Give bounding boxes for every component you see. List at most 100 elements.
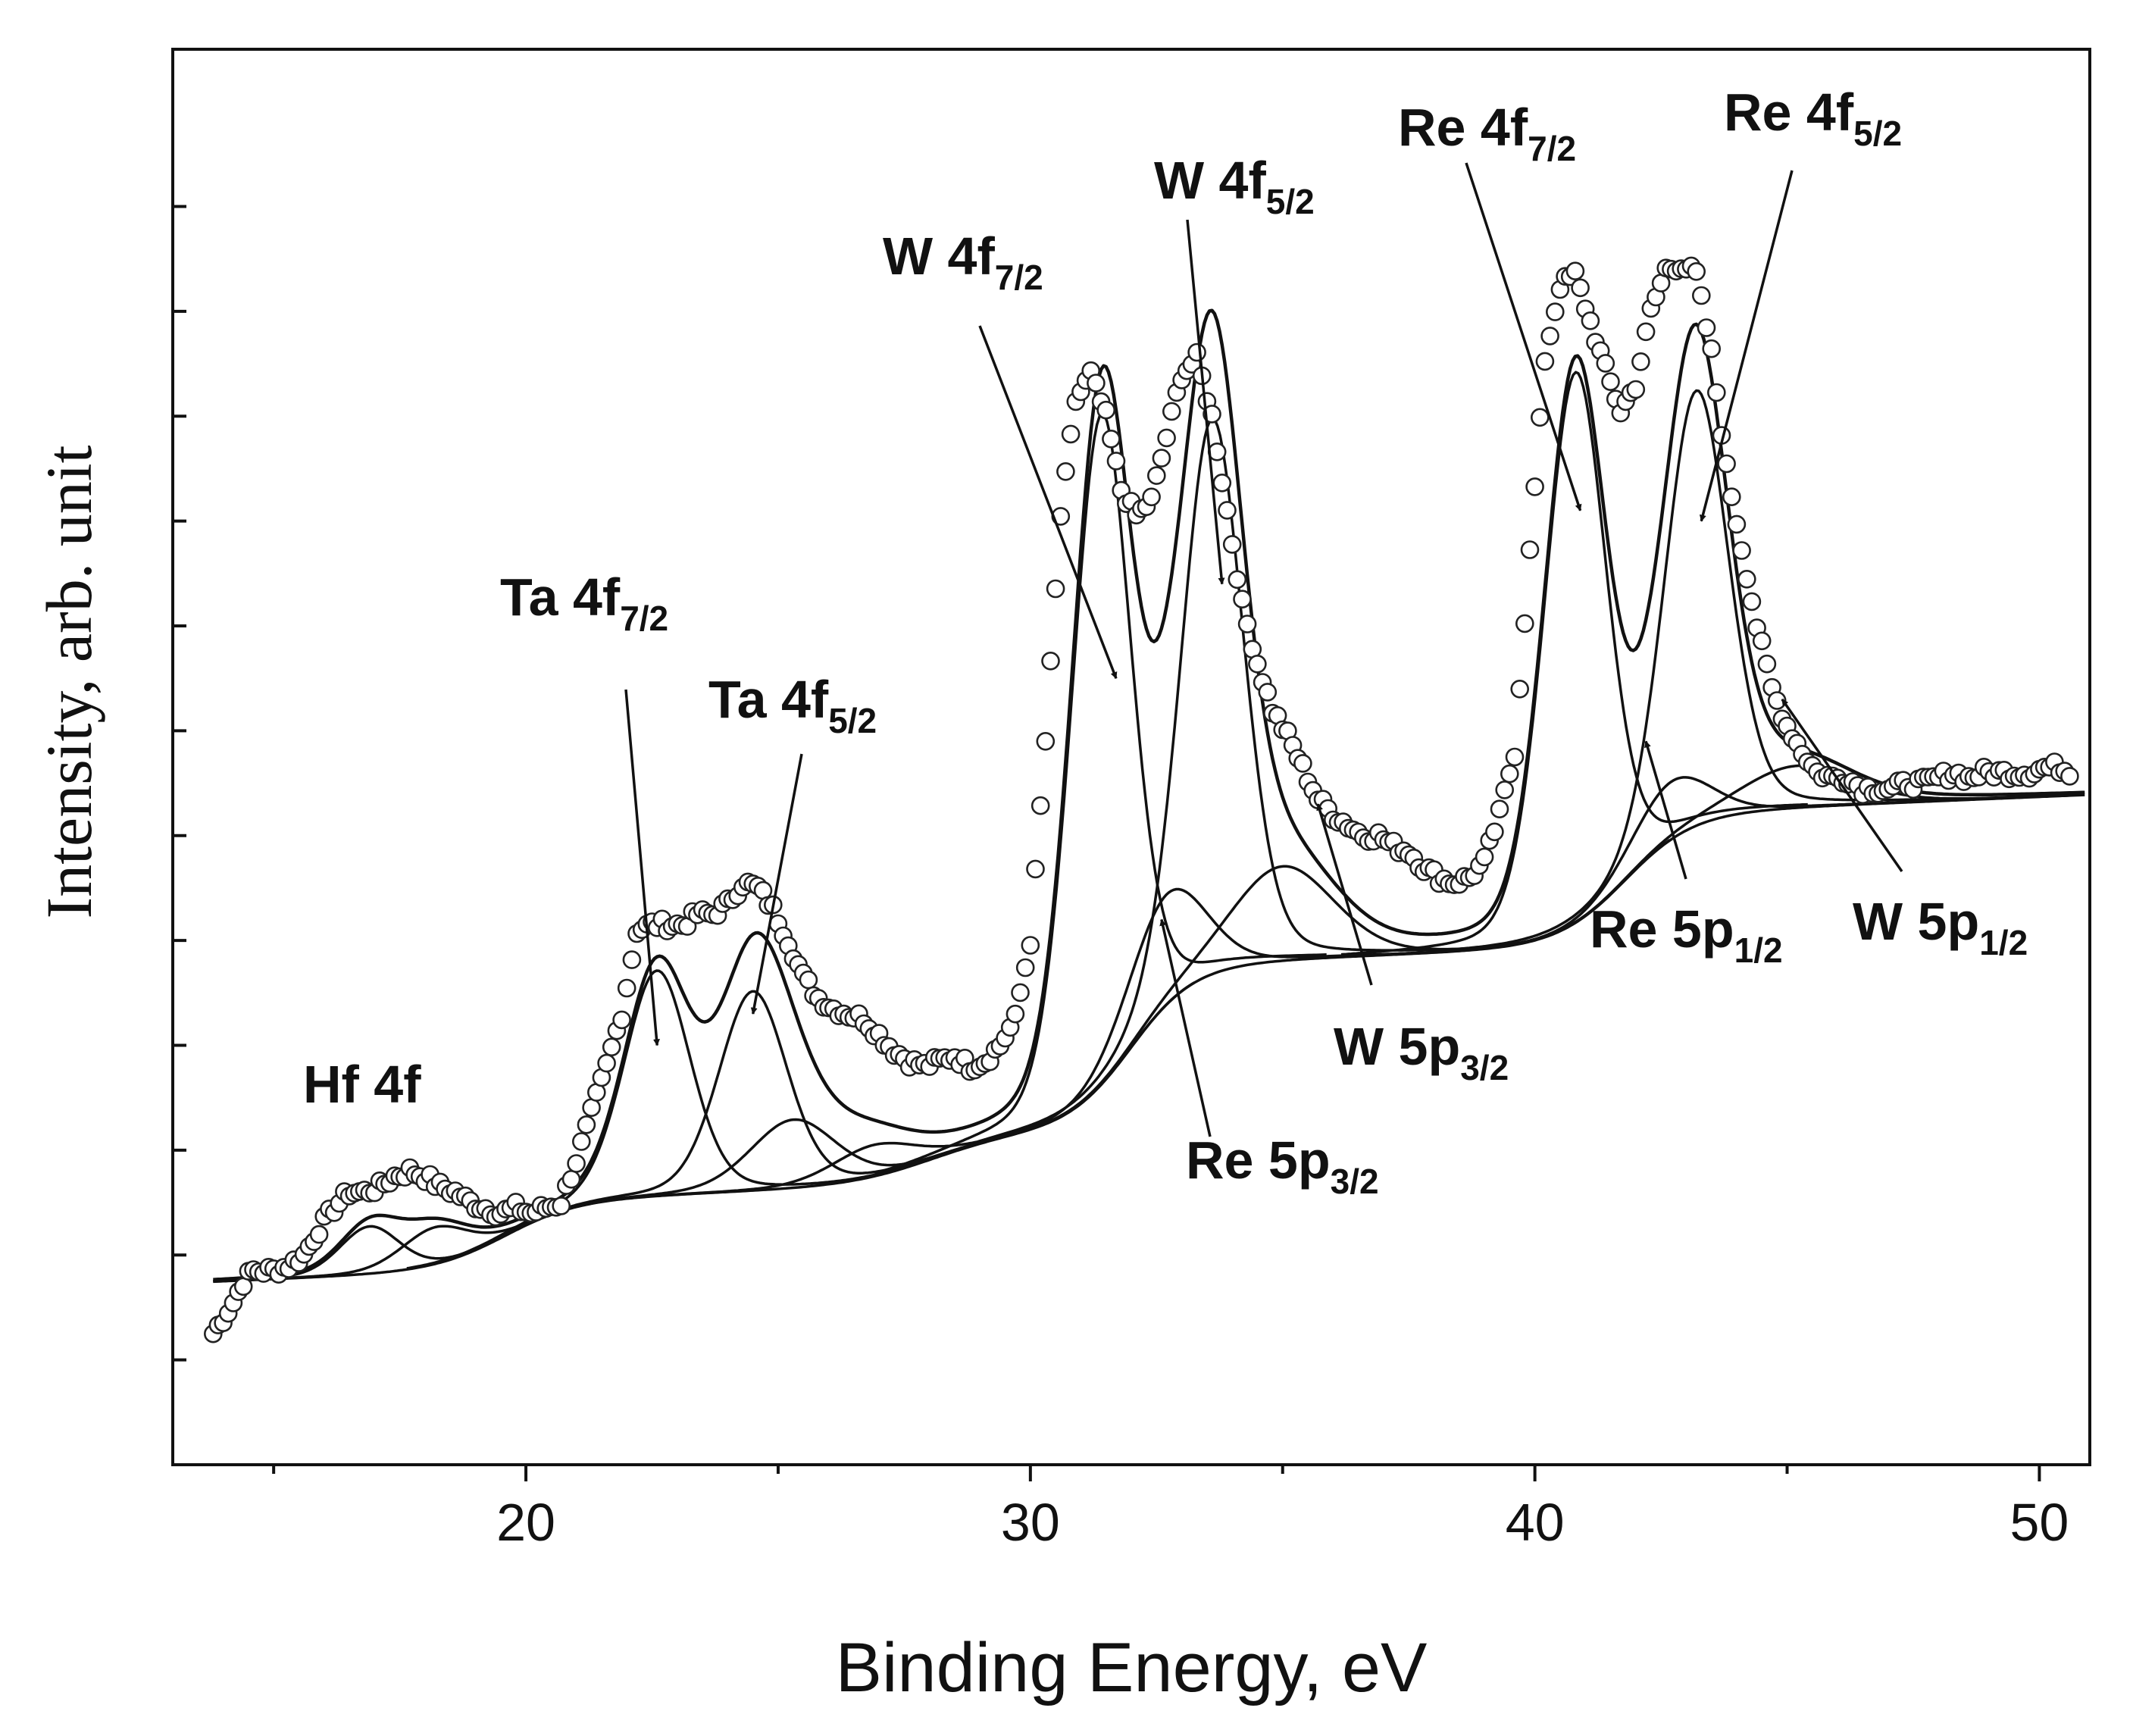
data-point bbox=[1510, 679, 1529, 699]
data-point bbox=[309, 1225, 329, 1244]
y-axis-ticks bbox=[173, 205, 186, 1362]
annotation-arrows bbox=[624, 162, 1903, 1137]
data-point bbox=[1212, 473, 1232, 493]
data-point bbox=[1061, 424, 1081, 444]
data-point bbox=[1727, 515, 1747, 534]
data-point bbox=[1697, 318, 1716, 337]
data-point bbox=[571, 1132, 591, 1151]
x-tick-label: 50 bbox=[2009, 1493, 2069, 1552]
data-point bbox=[597, 1053, 616, 1073]
data-point bbox=[1096, 400, 1115, 420]
data-point bbox=[1006, 1004, 1025, 1024]
peak-label-re5p32: Re 5p3/2 bbox=[1186, 1131, 1379, 1201]
peak-label-w5p32: W 5p3/2 bbox=[1334, 1017, 1509, 1087]
peak-label-w45: W 4f5/2 bbox=[1154, 151, 1315, 221]
arrow-re5p12 bbox=[1644, 740, 1687, 880]
data-point bbox=[1036, 731, 1056, 751]
data-point bbox=[1152, 449, 1171, 468]
data-point bbox=[1717, 454, 1736, 474]
x-tick-label: 30 bbox=[1001, 1493, 1060, 1552]
data-point bbox=[617, 978, 636, 998]
data-point bbox=[1087, 374, 1106, 393]
data-point bbox=[552, 1196, 571, 1215]
data-point bbox=[1500, 764, 1519, 784]
data-point bbox=[602, 1037, 621, 1057]
peak-label-ta45: Ta 4f5/2 bbox=[708, 670, 877, 740]
data-points bbox=[203, 256, 2079, 1343]
data-point bbox=[1233, 590, 1252, 609]
arrow-w5p12 bbox=[1781, 698, 1903, 872]
x-axis-title: Binding Energy, eV bbox=[836, 1629, 1428, 1706]
data-point bbox=[1248, 654, 1267, 674]
data-point bbox=[1722, 487, 1741, 507]
data-point bbox=[1102, 429, 1121, 449]
arrow-ta47 bbox=[624, 689, 660, 1046]
data-point bbox=[1228, 570, 1247, 590]
data-point bbox=[561, 1170, 581, 1189]
data-point bbox=[1571, 278, 1590, 298]
x-tick-label: 40 bbox=[1506, 1493, 1565, 1552]
fit-envelope bbox=[213, 308, 2085, 1281]
peak-label-re5p12: Re 5p1/2 bbox=[1590, 899, 1783, 970]
data-point bbox=[1687, 261, 1706, 281]
data-point bbox=[1475, 847, 1494, 867]
data-point bbox=[1742, 592, 1762, 612]
data-point bbox=[1737, 569, 1756, 589]
data-point bbox=[577, 1115, 596, 1134]
data-point bbox=[1707, 383, 1726, 402]
data-point bbox=[1626, 380, 1646, 399]
data-point bbox=[1752, 631, 1772, 651]
data-point bbox=[1187, 343, 1206, 362]
arrow-ta45 bbox=[750, 753, 803, 1015]
data-point bbox=[1015, 958, 1035, 977]
data-point bbox=[1581, 311, 1600, 330]
data-point bbox=[1258, 683, 1278, 702]
data-point bbox=[1631, 352, 1650, 371]
data-point bbox=[1535, 352, 1555, 371]
data-point bbox=[1046, 579, 1065, 599]
data-point bbox=[1222, 535, 1242, 554]
data-point bbox=[1546, 302, 1565, 321]
peak-label-re47: Re 4f7/2 bbox=[1398, 98, 1576, 168]
component-w-5p1-2 bbox=[1377, 764, 2085, 957]
peak-label-w5p12: W 5p1/2 bbox=[1853, 892, 2028, 962]
x-axis-ticks bbox=[272, 1465, 2041, 1481]
data-point bbox=[1515, 614, 1534, 633]
arrow-re45 bbox=[1699, 170, 1794, 522]
peak-label-re45: Re 4f5/2 bbox=[1724, 83, 1902, 153]
data-point bbox=[1601, 372, 1620, 392]
data-point bbox=[1031, 796, 1050, 815]
component-ta-4f7-2 bbox=[406, 969, 907, 1270]
data-point bbox=[1157, 428, 1176, 448]
component-re-4f7-2 bbox=[1340, 371, 1808, 956]
arrow-re5p32 bbox=[1159, 918, 1212, 1137]
component-ta-5p3-2 bbox=[470, 1068, 1115, 1253]
peak-label-w47: W 4f7/2 bbox=[883, 227, 1043, 297]
data-point bbox=[1520, 540, 1540, 559]
data-point bbox=[1490, 799, 1509, 818]
data-point bbox=[2060, 767, 2079, 786]
data-point bbox=[799, 970, 818, 990]
peak-label-ta47: Ta 4f7/2 bbox=[500, 568, 668, 638]
arrow-w47 bbox=[978, 325, 1118, 680]
peak-labels: Hf 4f Ta 4f7/2 Ta 4f5/2 W 4f7/2 W 4f5/2 Re 4f… bbox=[303, 83, 2028, 1201]
component-re-4f5-2 bbox=[1453, 389, 1939, 951]
data-point bbox=[1540, 327, 1559, 346]
data-point bbox=[1011, 983, 1030, 1003]
data-point bbox=[1485, 822, 1504, 842]
x-axis-tick-labels: 20 30 40 50 bbox=[496, 1493, 2069, 1552]
component-w-5p3-2 bbox=[894, 839, 1671, 1172]
data-point bbox=[1702, 339, 1721, 358]
data-point bbox=[1162, 402, 1181, 421]
arrow-w5p32 bbox=[1316, 803, 1373, 986]
data-point bbox=[1525, 477, 1544, 496]
data-point bbox=[233, 1277, 253, 1297]
data-point bbox=[1495, 780, 1514, 799]
data-point bbox=[1505, 747, 1525, 767]
component-ta-5p1-2 bbox=[550, 981, 1196, 1216]
x-tick-label: 20 bbox=[496, 1493, 555, 1552]
arrow-re47 bbox=[1465, 162, 1582, 511]
data-point bbox=[1056, 461, 1075, 481]
data-point bbox=[1237, 615, 1257, 633]
